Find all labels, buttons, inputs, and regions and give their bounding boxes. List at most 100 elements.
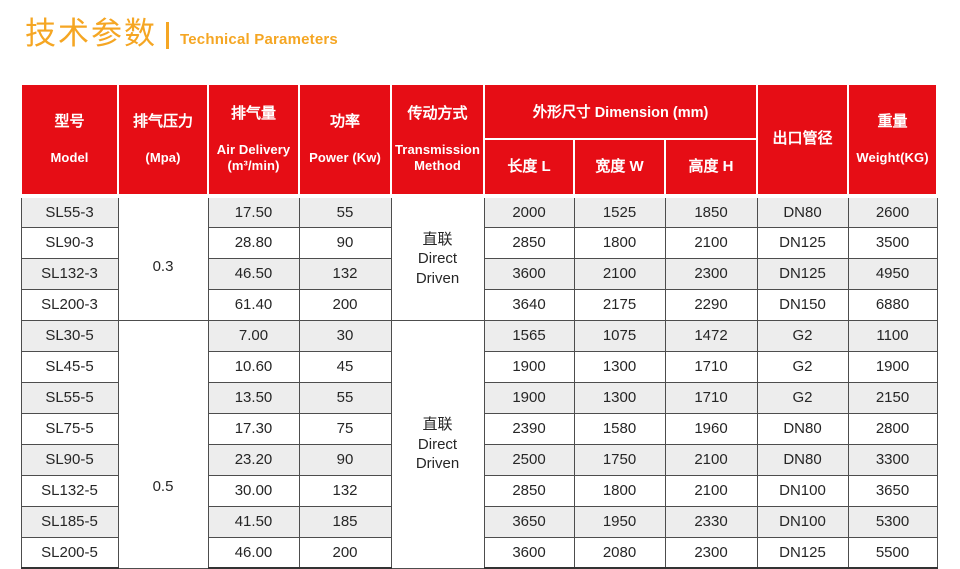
table-row: SL132-5 30.00 132 2850 1800 2100 DN100 3650 [20,474,938,507]
cell-height: 2100 [664,474,758,507]
cell-outlet: DN100 [756,474,849,507]
cell-height: 2290 [664,288,758,321]
cell-model: SL90-5 [20,443,119,476]
cell-height: 2300 [664,257,758,290]
cell-weight: 5300 [847,505,938,538]
cell-weight: 6880 [847,288,938,321]
cell-length: 3600 [483,536,575,569]
col-header-power: 功率 Power (Kw) [298,82,392,199]
cell-air-delivery: 28.80 [207,226,300,259]
cell-length: 1900 [483,381,575,414]
col-header-power-en: Power (Kw) [309,149,381,165]
pressure-value: 0.3 [152,258,174,276]
cell-outlet: G2 [756,350,849,383]
cell-outlet: DN80 [756,443,849,476]
cell-height: 2100 [664,443,758,476]
cell-width: 1750 [573,443,666,476]
col-header-air-delivery-zh: 排气量 [230,105,276,122]
cell-model: SL55-3 [20,195,119,228]
cell-length: 3640 [483,288,575,321]
cell-length: 3650 [483,505,575,538]
cell-length: 2000 [483,195,575,228]
col-header-outlet-zh: 出口管径 [772,130,833,148]
cell-width: 1800 [573,226,666,259]
cell-length: 2500 [483,443,575,476]
cell-height: 1710 [664,381,758,414]
cell-width: 1580 [573,412,666,445]
col-header-model-zh: 型号 [54,113,85,131]
cell-pressure-merged: 0.3 [117,195,209,321]
cell-weight: 3300 [847,443,938,476]
cell-height: 2300 [664,536,758,569]
cell-width: 1300 [573,350,666,383]
cell-air-delivery: 7.00 [207,319,300,352]
cell-weight: 1900 [847,350,938,383]
cell-length: 2390 [483,412,575,445]
cell-air-delivery: 13.50 [207,381,300,414]
cell-model: SL132-3 [20,257,119,290]
cell-outlet: DN80 [756,412,849,445]
cell-power: 90 [298,226,392,259]
cell-height: 2100 [664,226,758,259]
cell-weight: 2800 [847,412,938,445]
cell-height: 1710 [664,350,758,383]
table-row: SL185-5 41.50 185 3650 1950 2330 DN100 5300 [20,505,938,538]
col-header-transmission: 传动方式 Transmission Method [390,82,485,199]
cell-weight: 2600 [847,195,938,228]
table-row: SL90-5 23.20 90 2500 1750 2100 DN80 3300 [20,443,938,476]
cell-air-delivery: 46.50 [207,257,300,290]
cell-model: SL132-5 [20,474,119,507]
cell-transmission-merged: 直联 Direct Driven [390,195,485,321]
table-row: SL30-5 0.5 7.00 30 直联 Direct Driven 1565 1075 1… [20,319,938,569]
cell-power: 200 [298,536,392,569]
col-header-model: 型号 Model [20,82,119,199]
cell-power: 200 [298,288,392,321]
pressure-value: 0.5 [152,477,174,495]
cell-length: 2850 [483,474,575,507]
cell-pressure-merged: 0.5 [117,319,209,569]
cell-width: 2080 [573,536,666,569]
cell-power: 55 [298,195,392,228]
cell-model: SL30-5 [20,319,119,352]
page-title-en: Technical Parameters [180,30,338,48]
col-header-pressure: 排气压力 (Mpa) [117,82,209,199]
cell-weight: 3500 [847,226,938,259]
cell-height: 1960 [664,412,758,445]
cell-air-delivery: 61.40 [207,288,300,321]
cell-length: 3600 [483,257,575,290]
table-row: SL55-3 0.3 17.50 55 直联 Direct Driven 2000 1525… [20,195,938,321]
col-header-height-label: 高度 H [688,157,734,175]
col-header-model-en: Model [50,149,89,165]
col-header-width: 宽度 W [573,137,666,199]
col-header-weight-zh: 重量 [877,113,908,131]
cell-weight: 3650 [847,474,938,507]
cell-air-delivery: 17.30 [207,412,300,445]
header-row-1: 型号 Model 排气压力 (Mpa) 排气量 Air Delivery (m³… [20,82,938,199]
cell-air-delivery: 17.50 [207,195,300,228]
cell-model: SL200-5 [20,536,119,569]
col-header-power-zh: 功率 [329,113,360,131]
col-header-weight-en: Weight(KG) [856,149,929,165]
cell-weight: 4950 [847,257,938,290]
cell-weight: 5500 [847,536,938,569]
table-row: SL132-3 46.50 132 3600 2100 2300 DN125 4950 [20,257,938,290]
cell-air-delivery: 23.20 [207,443,300,476]
cell-power: 30 [298,319,392,352]
cell-power: 75 [298,412,392,445]
cell-width: 2175 [573,288,666,321]
cell-air-delivery: 41.50 [207,505,300,538]
cell-width: 1525 [573,195,666,228]
col-header-air-delivery: 排气量 Air Delivery (m³/min) [207,82,300,199]
table-header: 型号 Model 排气压力 (Mpa) 排气量 Air Delivery (m³… [20,82,938,199]
header-row-2: 长度 L 宽度 W 高度 H [21,137,937,199]
cell-outlet: G2 [756,381,849,414]
cell-weight: 1100 [847,319,938,352]
cell-power: 45 [298,350,392,383]
cell-air-delivery: 30.00 [207,474,300,507]
technical-parameters-table: 型号 Model 排气压力 (Mpa) 排气量 Air Delivery (m³… [20,82,938,569]
cell-outlet: DN150 [756,288,849,321]
col-header-length: 长度 L [483,137,575,199]
cell-power: 132 [298,474,392,507]
cell-model: SL200-3 [20,288,119,321]
cell-length: 2850 [483,226,575,259]
